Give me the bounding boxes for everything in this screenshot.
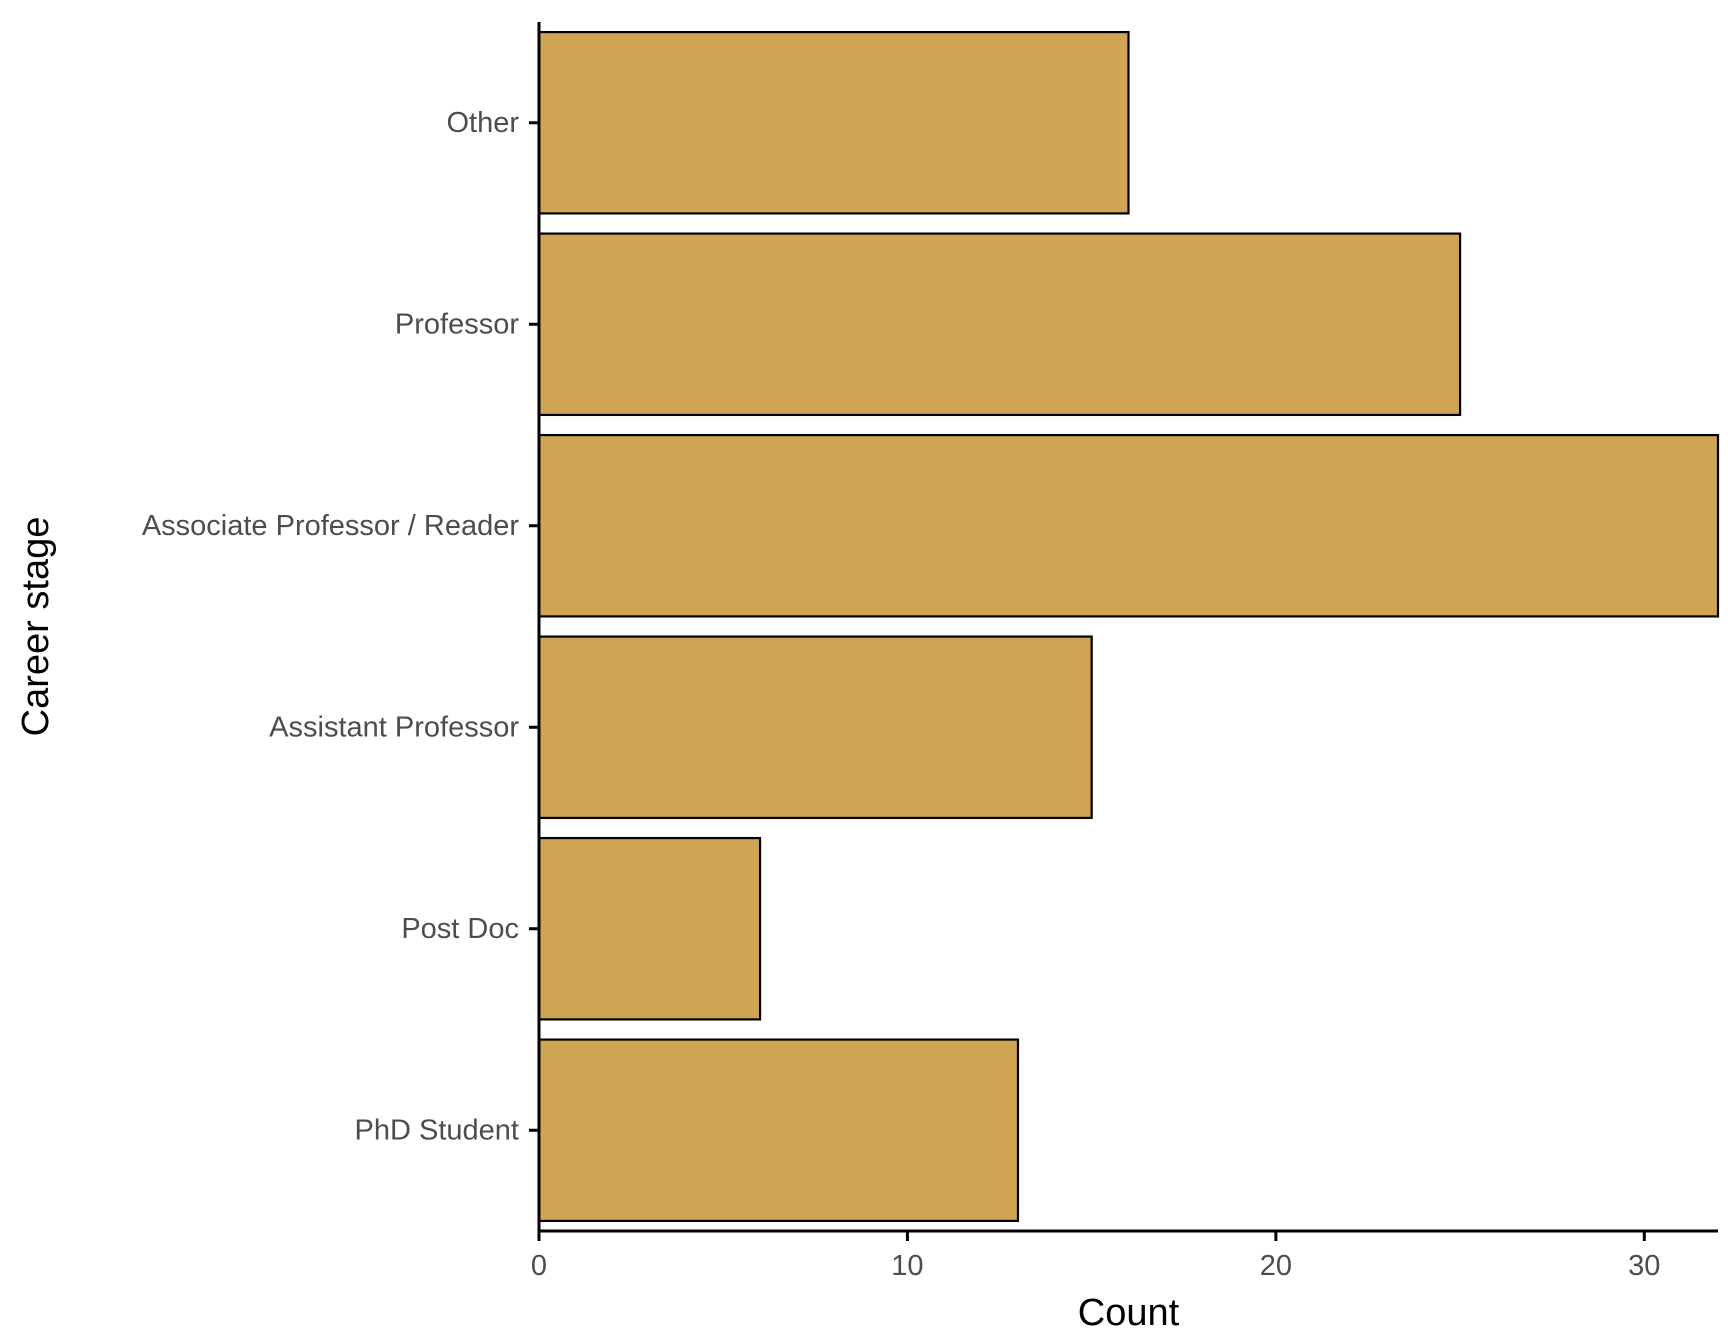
x-tick-label-20: 20 (1260, 1250, 1292, 1282)
x-axis-title: Count (1078, 1292, 1180, 1334)
x-tick-label-0: 0 (531, 1250, 547, 1282)
bar-other (537, 30, 1130, 215)
bar-post-doc (537, 836, 762, 1021)
bar-professor (537, 232, 1462, 417)
bar-associate-professor-reader (537, 433, 1720, 618)
y-tick-label-associate-professor-reader: Associate Professor / Reader (142, 510, 520, 542)
x-axis-ticks: 0 10 20 30 (531, 1231, 1660, 1282)
bar-assistant-professor (537, 635, 1093, 820)
y-axis-ticks: PhD Student Post Doc Assistant Professor As… (142, 107, 539, 1146)
x-tick-label-30: 30 (1628, 1250, 1660, 1282)
y-axis-title: Career stage (15, 517, 57, 737)
y-tick-label-assistant-professor: Assistant Professor (269, 711, 519, 743)
y-tick-label-professor: Professor (395, 308, 519, 340)
y-tick-label-phd-student: PhD Student (355, 1114, 519, 1146)
bars-group (537, 30, 1720, 1223)
y-tick-label-post-doc: Post Doc (401, 913, 519, 945)
bar-phd-student (537, 1038, 1020, 1223)
x-tick-label-10: 10 (891, 1250, 923, 1282)
y-tick-label-other: Other (446, 107, 519, 139)
